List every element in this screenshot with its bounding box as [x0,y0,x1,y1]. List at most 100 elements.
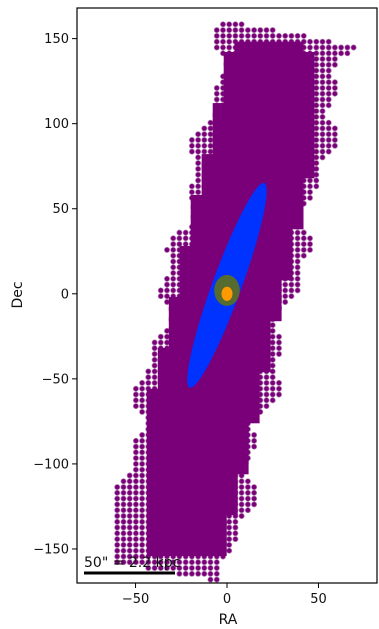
outer-field-point [151,565,158,571]
outer-field-point [164,293,170,300]
outer-field-point [139,449,146,456]
outer-field-point [232,32,239,39]
outer-field-point [232,524,239,531]
outer-field-point [313,44,320,51]
outer-field-point [263,27,270,34]
outer-field-point [176,559,183,566]
outer-field-point [188,559,195,566]
outer-field-point [338,50,345,57]
outer-field-point [126,524,133,531]
outer-field-point [294,258,301,265]
outer-field-point [213,85,220,91]
outer-field-point [325,79,332,86]
outer-field-point [244,495,251,502]
outer-field-fill [146,41,315,556]
outer-field-point [176,241,183,248]
outer-field-point [170,252,177,259]
outer-field-point [182,235,189,242]
outer-field-point [176,570,183,577]
outer-field-point [195,565,202,571]
outer-field-point [132,449,139,456]
outer-field-point [151,559,158,566]
outer-field-point [176,565,183,571]
y-tick-label: −50 [42,372,69,387]
outer-field-point [251,437,258,444]
outer-field-point [331,79,338,86]
outer-field-point [145,379,152,386]
outer-field-point [207,576,214,583]
outer-field-point [132,524,139,531]
outer-field-point [157,293,164,300]
outer-field-point [269,368,276,375]
outer-field-point [132,513,139,519]
axis-ticks: −50 0 50 −150 −100 −50 0 50 100 150 [33,32,326,607]
outer-field-cell [157,348,172,362]
outer-field-point [251,32,258,39]
outer-field-point [220,38,226,45]
outer-field-point [325,90,332,97]
outer-field-point [269,345,276,352]
outer-field-point [263,374,270,381]
outer-field-point [331,50,338,57]
outer-field-point [132,507,139,514]
outer-field-point [151,345,158,352]
outer-field-point [307,44,313,51]
outer-field-point [226,530,233,537]
outer-field-point [201,137,208,143]
outer-field-point [139,518,146,525]
y-tick-label: 50 [52,202,69,217]
outer-field-point [164,559,170,566]
outer-field-point [307,241,313,248]
outer-field-point [226,547,233,554]
outer-field-point [251,27,258,34]
outer-field-point [319,56,326,62]
outer-field-point [126,513,133,519]
outer-field-point [244,507,251,514]
x-axis-label: RA [219,612,238,628]
outer-field-point [226,541,233,548]
y-tick-label: 150 [44,32,69,47]
outer-field-point [120,518,127,525]
outer-field-point [319,154,326,161]
outer-field-point [170,565,177,571]
outer-field-point [139,379,146,386]
outer-field-point [307,189,313,196]
outer-field-point [350,44,357,51]
outer-field-point [132,385,139,392]
outer-field-cell [267,41,282,56]
outer-field-point [263,385,270,392]
outer-field-point [331,90,338,97]
outer-field-point [238,32,245,39]
outer-field-point [213,570,220,577]
outer-field-point [226,21,233,28]
outer-field-point [195,131,202,138]
outer-field-point [114,553,121,560]
outer-field-point [276,333,282,340]
outer-field-point [307,177,313,184]
outer-field-point [276,339,282,346]
outer-field-point [244,32,251,39]
outer-field-point [338,44,345,51]
outer-field-point [325,148,332,155]
outer-field-point [300,229,307,236]
outer-field-point [325,85,332,91]
outer-field-point [307,194,313,201]
outer-field-point [126,484,133,491]
outer-field-point [132,501,139,508]
outer-field-point [288,287,295,294]
outer-field-point [120,484,127,491]
outer-field-point [164,565,170,571]
outer-field-point [325,44,332,51]
outer-field-point [132,391,139,398]
outer-field-point [269,333,276,340]
outer-field-point [207,142,214,149]
outer-field-point [213,576,220,583]
outer-field-point [220,27,226,34]
outer-field-point [139,530,146,537]
outer-field-point [226,524,233,531]
outer-field-point [226,38,233,45]
outer-field-point [213,27,220,34]
outer-field-cell [289,41,304,56]
outer-field-point [238,495,245,502]
x-tick-label: −50 [122,592,149,607]
